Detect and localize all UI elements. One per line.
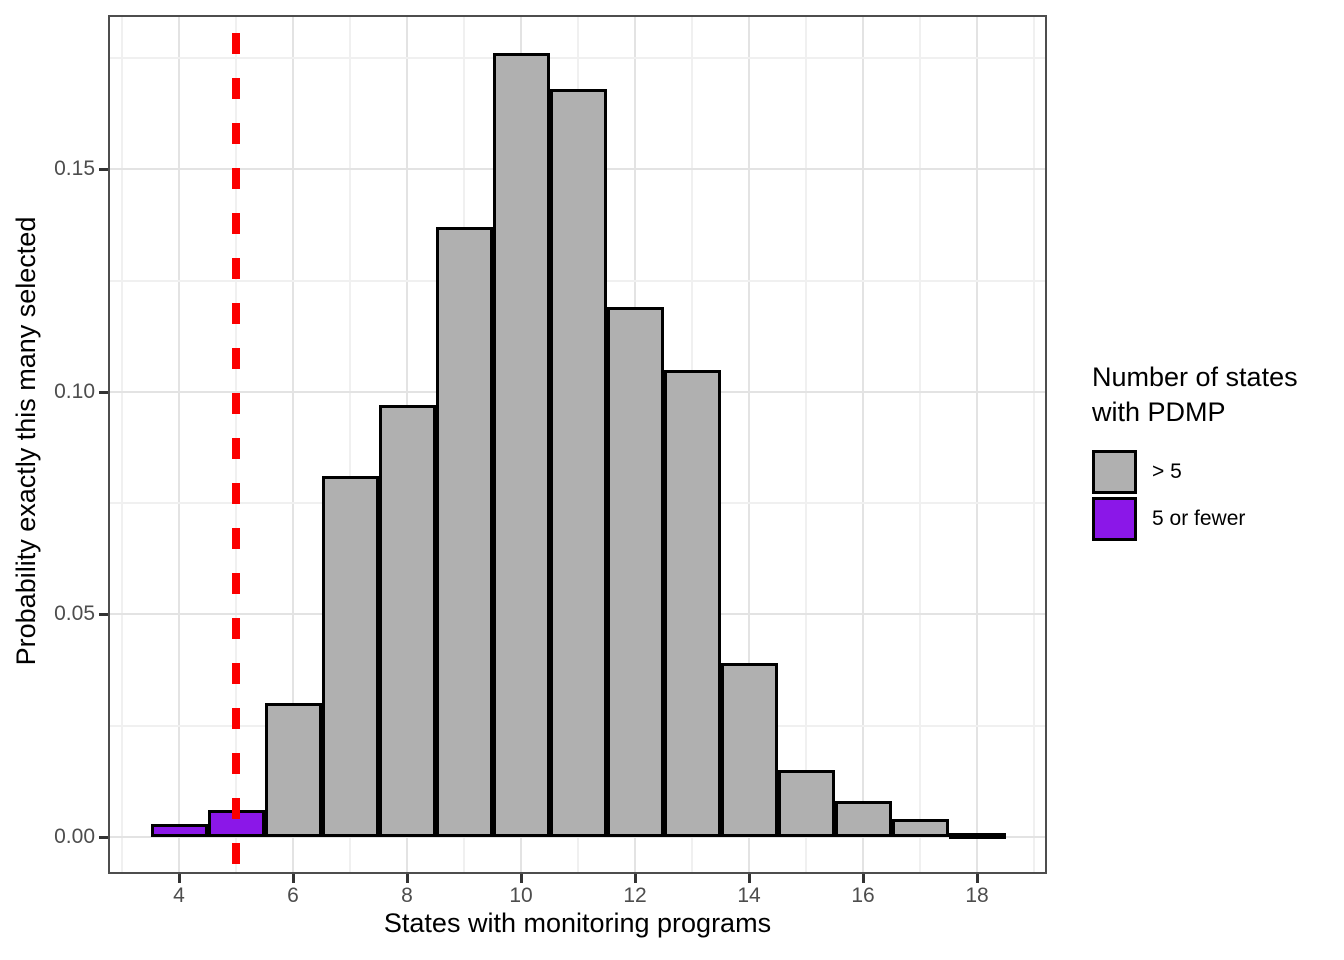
x-axis-tick-label: 8 [401,884,413,907]
histogram-bar [948,833,1006,839]
grid-line-major-x [178,15,180,874]
grid-line-minor-x [805,15,807,874]
legend: Number of states with PDMP > 5 5 or fewer [1092,360,1342,543]
y-axis-tick-label: 0.05 [54,602,95,626]
y-axis-tick [99,836,108,839]
histogram-bar [606,307,664,837]
legend-swatch [1092,497,1137,541]
x-axis-tick [976,874,979,883]
reference-line-x5 [232,15,240,874]
grid-line-major-x [748,15,750,874]
legend-title: Number of states with PDMP [1092,362,1298,427]
legend-items: > 5 5 or fewer [1092,449,1342,542]
y-axis-tick [99,168,108,172]
grid-line-major-x [976,15,978,874]
histogram-bar [435,227,493,837]
y-axis-tick [99,613,108,617]
histogram-bar [663,370,721,837]
plot-panel [108,15,1047,874]
grid-line-minor-y [108,56,1047,59]
x-axis-tick-label: 6 [287,884,299,907]
x-axis-tick [292,874,295,883]
y-axis-tick-label: 0.15 [54,157,95,181]
x-axis-tick [634,874,637,883]
histogram-bar [834,801,892,837]
histogram-bar [891,819,949,837]
x-axis-tick-label: 16 [851,884,875,907]
grid-line-minor-x [349,15,351,874]
grid-line-minor-x [919,15,921,874]
x-axis-tick-label: 12 [623,884,647,907]
histogram-bar [720,663,778,837]
x-axis-tick-label: 10 [509,884,533,907]
histogram-bar [264,703,322,837]
y-axis-title: Probability exactly this many selected [11,216,41,666]
grid-line-major-y [108,836,1047,838]
histogram-bar [321,476,379,837]
histogram-bar [378,405,436,837]
histogram-bar [492,53,550,837]
grid-line-major-x [292,15,294,874]
grid-line-minor-x [1033,15,1035,874]
histogram-bar [777,770,835,837]
x-axis-tick [520,874,523,883]
y-axis-tick-label: 0.00 [54,825,95,848]
legend-item-label: 5 or fewer [1152,507,1246,530]
x-axis-tick [178,874,181,883]
legend-item-label: > 5 [1152,460,1182,483]
histogram-bar [150,824,208,837]
legend-item: > 5 [1092,449,1342,495]
x-axis-tick-label: 4 [173,884,185,907]
x-axis-tick-label: 18 [965,884,989,907]
legend-swatch [1092,450,1137,494]
histogram-bar [549,89,607,837]
x-axis-title: States with monitoring programs [383,908,772,938]
legend-item: 5 or fewer [1092,496,1342,542]
x-axis-tick [862,874,865,883]
x-axis-tick-label: 14 [737,884,761,907]
y-axis-tick [99,390,108,394]
grid-line-minor-x [121,15,123,874]
grid-line-major-x [862,15,864,874]
x-axis-tick [748,874,751,883]
x-axis-tick [406,874,409,883]
y-axis-tick-label: 0.10 [54,379,95,403]
